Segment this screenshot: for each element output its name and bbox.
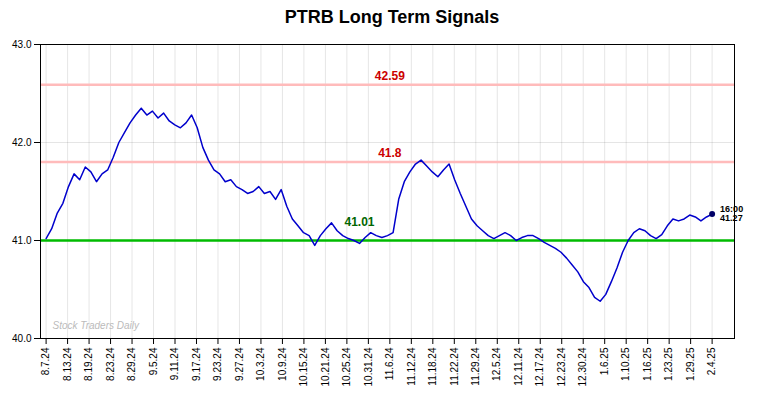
svg-text:10.9.24: 10.9.24: [277, 347, 288, 381]
svg-text:8.23.24: 8.23.24: [105, 347, 116, 381]
svg-text:12.11.24: 12.11.24: [513, 347, 524, 386]
svg-text:8.19.24: 8.19.24: [83, 347, 94, 381]
svg-text:9.27.24: 9.27.24: [234, 347, 245, 381]
svg-text:41.0: 41.0: [12, 235, 32, 246]
svg-text:12.5.24: 12.5.24: [491, 347, 502, 381]
svg-text:10.31.24: 10.31.24: [363, 347, 374, 386]
svg-text:11.29.24: 11.29.24: [470, 347, 481, 386]
svg-text:16:0041.27: 16:0041.27: [720, 204, 743, 223]
svg-text:10.15.24: 10.15.24: [298, 347, 309, 386]
svg-text:12.17.24: 12.17.24: [534, 347, 545, 386]
svg-text:10.21.24: 10.21.24: [320, 347, 331, 386]
svg-text:1.10.25: 1.10.25: [620, 347, 631, 381]
svg-text:8.13.24: 8.13.24: [62, 347, 73, 381]
svg-text:1.29.25: 1.29.25: [685, 347, 696, 381]
svg-text:Stock Traders Daily: Stock Traders Daily: [53, 320, 141, 331]
svg-text:1.16.25: 1.16.25: [642, 347, 653, 381]
svg-text:9.17.24: 9.17.24: [191, 347, 202, 381]
svg-text:9.11.24: 9.11.24: [169, 347, 180, 380]
svg-text:8.29.24: 8.29.24: [126, 347, 137, 381]
svg-text:8.7.24: 8.7.24: [40, 347, 51, 375]
svg-text:9.5.24: 9.5.24: [148, 347, 159, 375]
svg-text:11.12.24: 11.12.24: [406, 347, 417, 386]
svg-text:10.25.24: 10.25.24: [341, 347, 352, 386]
svg-text:11.22.24: 11.22.24: [449, 347, 460, 386]
svg-text:11.18.24: 11.18.24: [427, 347, 438, 386]
svg-text:2.4.25: 2.4.25: [706, 347, 717, 375]
svg-text:40.0: 40.0: [12, 333, 32, 344]
svg-text:10.3.24: 10.3.24: [255, 347, 266, 381]
svg-text:1.6.25: 1.6.25: [599, 347, 610, 375]
html-text:PTRB Long Term Signals: PTRB Long Term Signals: [284, 7, 500, 27]
svg-text:1.23.25: 1.23.25: [663, 347, 674, 381]
svg-text:12.23.24: 12.23.24: [556, 347, 567, 386]
svg-text:42.59: 42.59: [375, 69, 405, 83]
svg-text:12.30.24: 12.30.24: [577, 347, 588, 386]
svg-text:42.0: 42.0: [12, 137, 32, 148]
svg-text:41.01: 41.01: [345, 215, 375, 229]
svg-text:43.0: 43.0: [12, 39, 32, 50]
svg-text:9.23.24: 9.23.24: [212, 347, 223, 381]
svg-text:41.8: 41.8: [378, 146, 402, 160]
svg-text:11.6.24: 11.6.24: [384, 347, 395, 380]
